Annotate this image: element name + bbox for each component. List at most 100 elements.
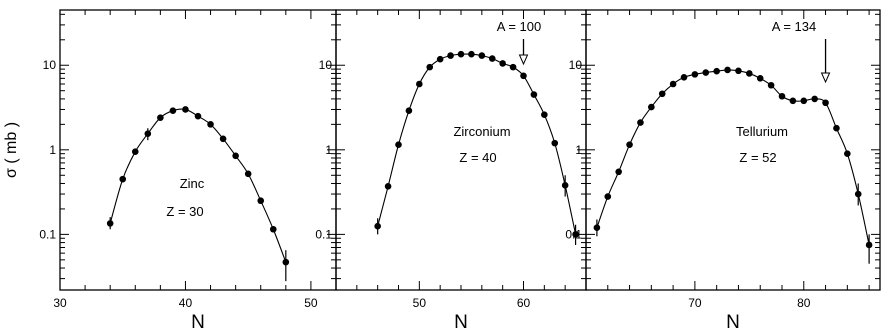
mass-annotation: A = 134 xyxy=(772,19,816,34)
data-point xyxy=(604,193,612,200)
z-label: Z = 40 xyxy=(459,150,496,165)
data-point xyxy=(257,197,265,205)
data-point xyxy=(865,241,873,249)
data-point xyxy=(811,95,818,103)
panel-zirconium: 50 60 0.1 1 10 N Zirconium Z = 40 A = 100 xyxy=(315,9,587,332)
data-point xyxy=(844,150,851,157)
element-label: Zinc xyxy=(180,176,205,191)
data-point xyxy=(282,258,290,266)
y-tick-label: 10 xyxy=(43,58,57,72)
data-point xyxy=(658,90,666,98)
data-point xyxy=(833,124,840,132)
element-label: Zirconium xyxy=(453,124,510,139)
y-tick-label: 10 xyxy=(319,58,333,72)
data-point xyxy=(724,66,731,74)
data-point xyxy=(144,130,152,138)
y-tick-label: 0.1 xyxy=(565,227,582,241)
y-tick-label: 0.1 xyxy=(39,227,56,241)
data-point xyxy=(169,107,177,115)
series-line xyxy=(377,53,577,235)
y-axis-label: σ ( mb ) xyxy=(3,122,20,178)
data-point xyxy=(269,225,277,233)
x-tick-label: 30 xyxy=(53,296,67,310)
x-axis-label: N xyxy=(726,312,740,332)
data-point xyxy=(767,81,775,89)
data-point xyxy=(194,112,202,120)
data-point xyxy=(572,231,579,238)
data-point xyxy=(395,141,402,148)
y-tick-label: 1 xyxy=(49,143,56,157)
data-point xyxy=(416,80,423,88)
panel-tellurium: 70 80 0.1 1 10 N Tellurium Z = 52 A = 134 xyxy=(565,9,881,332)
series-line xyxy=(596,69,870,246)
data-point xyxy=(119,175,127,183)
data-point xyxy=(561,182,569,189)
panels-group: 30 40 50 0.1 1 10 N Zinc Z = 30 50 60 0.1 1 10 N Zircon… xyxy=(39,9,881,332)
data-point xyxy=(219,135,227,143)
data-point xyxy=(207,121,214,128)
x-tick-label: 70 xyxy=(688,296,702,310)
data-point xyxy=(702,69,710,76)
data-point xyxy=(468,50,475,58)
data-point xyxy=(488,55,496,62)
data-point xyxy=(789,97,797,105)
data-point xyxy=(182,106,189,113)
data-point xyxy=(157,114,164,121)
data-point xyxy=(457,50,465,58)
data-point xyxy=(405,107,413,115)
data-point xyxy=(854,190,862,198)
x-axis-label: N xyxy=(191,312,205,332)
y-tick-label: 10 xyxy=(569,58,583,72)
data-point xyxy=(680,74,688,81)
data-point xyxy=(426,63,434,71)
x-tick-label: 50 xyxy=(304,296,318,310)
data-point xyxy=(648,103,655,111)
data-point xyxy=(232,152,239,160)
data-point xyxy=(778,92,786,100)
element-label: Tellurium xyxy=(736,124,788,139)
data-point xyxy=(615,168,622,176)
data-point xyxy=(691,71,699,78)
data-point xyxy=(436,55,444,63)
x-tick-label: 40 xyxy=(179,296,193,310)
data-point xyxy=(499,60,506,67)
data-point xyxy=(374,222,381,230)
data-point xyxy=(551,139,559,147)
data-point xyxy=(509,63,517,71)
y-tick-label: 0.1 xyxy=(315,227,332,241)
data-point xyxy=(244,170,252,178)
x-tick-label: 80 xyxy=(797,296,811,310)
data-point xyxy=(593,224,601,231)
data-point xyxy=(800,97,808,105)
data-point xyxy=(713,67,720,75)
data-point xyxy=(447,52,454,59)
data-point xyxy=(822,99,829,107)
panel-zinc: 30 40 50 0.1 1 10 N Zinc Z = 30 xyxy=(39,9,337,332)
y-tick-label: 1 xyxy=(575,143,582,157)
data-point xyxy=(735,67,742,75)
data-point xyxy=(626,141,633,148)
data-point xyxy=(669,80,677,88)
annotation-arrow-head xyxy=(820,72,831,84)
z-label: Z = 30 xyxy=(166,204,203,219)
z-label: Z = 52 xyxy=(739,150,776,165)
data-point xyxy=(530,91,538,98)
data-point xyxy=(637,119,644,126)
data-point xyxy=(478,52,486,59)
panel-frame xyxy=(59,9,337,291)
annotation-arrow-head xyxy=(518,54,529,66)
data-point xyxy=(131,148,139,155)
mass-annotation: A = 100 xyxy=(497,19,541,34)
x-tick-label: 60 xyxy=(517,296,531,310)
panel-frame xyxy=(585,9,881,291)
x-tick-label: 50 xyxy=(413,296,427,310)
data-point xyxy=(384,183,392,190)
y-tick-label: 1 xyxy=(325,143,332,157)
data-point xyxy=(746,70,753,77)
data-point xyxy=(520,72,527,80)
data-point xyxy=(541,111,548,119)
data-point xyxy=(106,220,114,227)
x-axis-label: N xyxy=(454,312,468,332)
data-point xyxy=(756,75,764,82)
